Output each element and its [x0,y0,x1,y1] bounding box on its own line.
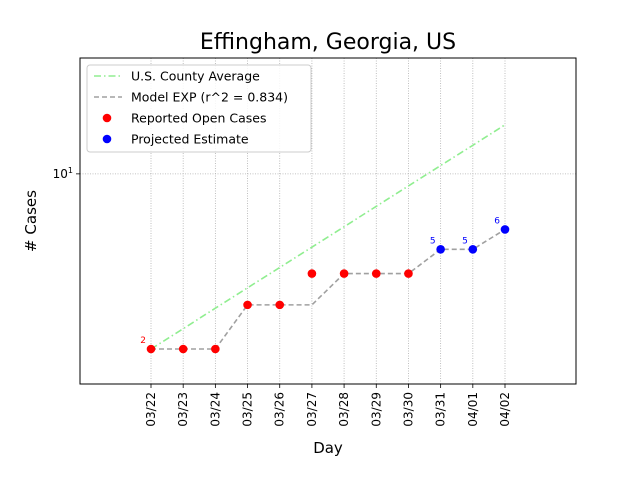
legend-swatch [102,134,112,144]
legend-swatch [102,113,112,123]
data-point [211,344,220,354]
data-label: 5 [430,236,436,246]
data-point [243,300,252,310]
chart-title: Effingham, Georgia, US [200,30,456,55]
y-tick-label: 101 [53,166,73,181]
x-tick-label: 03/23 [176,392,190,427]
data-label: 5 [462,236,468,246]
legend-label: U.S. County Average [131,69,260,84]
x-tick-label: 03/26 [273,392,287,427]
series-markers [146,225,510,354]
data-point [178,344,188,354]
grid [80,58,576,384]
data-point [146,344,156,354]
legend: U.S. County Average Model EXP (r^2 = 0.83… [86,64,312,153]
x-tick-label: 03/25 [241,392,255,427]
series-line-0 [150,124,506,350]
series-lines [150,124,506,350]
data-point [371,269,381,278]
x-tick-label: 03/30 [401,392,415,427]
x-tick-label: 03/22 [144,392,158,427]
x-axis-label: Day [313,439,343,457]
annotations: 2 5 5 6 [140,216,500,346]
data-point [275,300,285,310]
x-tick-label: 03/27 [305,392,319,427]
data-point [436,244,445,254]
data-label: 6 [494,216,500,226]
data-label: 2 [140,336,146,346]
x-tick-label: 04/02 [498,392,512,427]
x-ticks: 03/22 03/23 03/24 03/25 03/26 03/27 03/28 03/29… [144,384,512,427]
y-ticks: 101 [53,166,80,181]
data-point [404,269,413,278]
data-point [500,225,510,234]
legend-label: Reported Open Cases [131,111,267,126]
x-tick-label: 03/29 [369,392,383,427]
data-point [307,269,317,278]
data-point [468,244,478,254]
x-tick-label: 03/28 [337,392,351,427]
x-tick-label: 03/24 [208,392,222,427]
plot-frame [79,57,577,385]
legend-frame [86,64,312,153]
y-axis-label: # Cases [22,190,40,252]
legend-label: Projected Estimate [131,132,249,147]
legend-label: Model EXP (r^2 = 0.834) [131,90,288,105]
data-point [339,269,349,278]
series-line-1 [151,228,506,350]
x-tick-label: 03/31 [434,392,448,427]
x-tick-label: 04/01 [466,392,480,427]
